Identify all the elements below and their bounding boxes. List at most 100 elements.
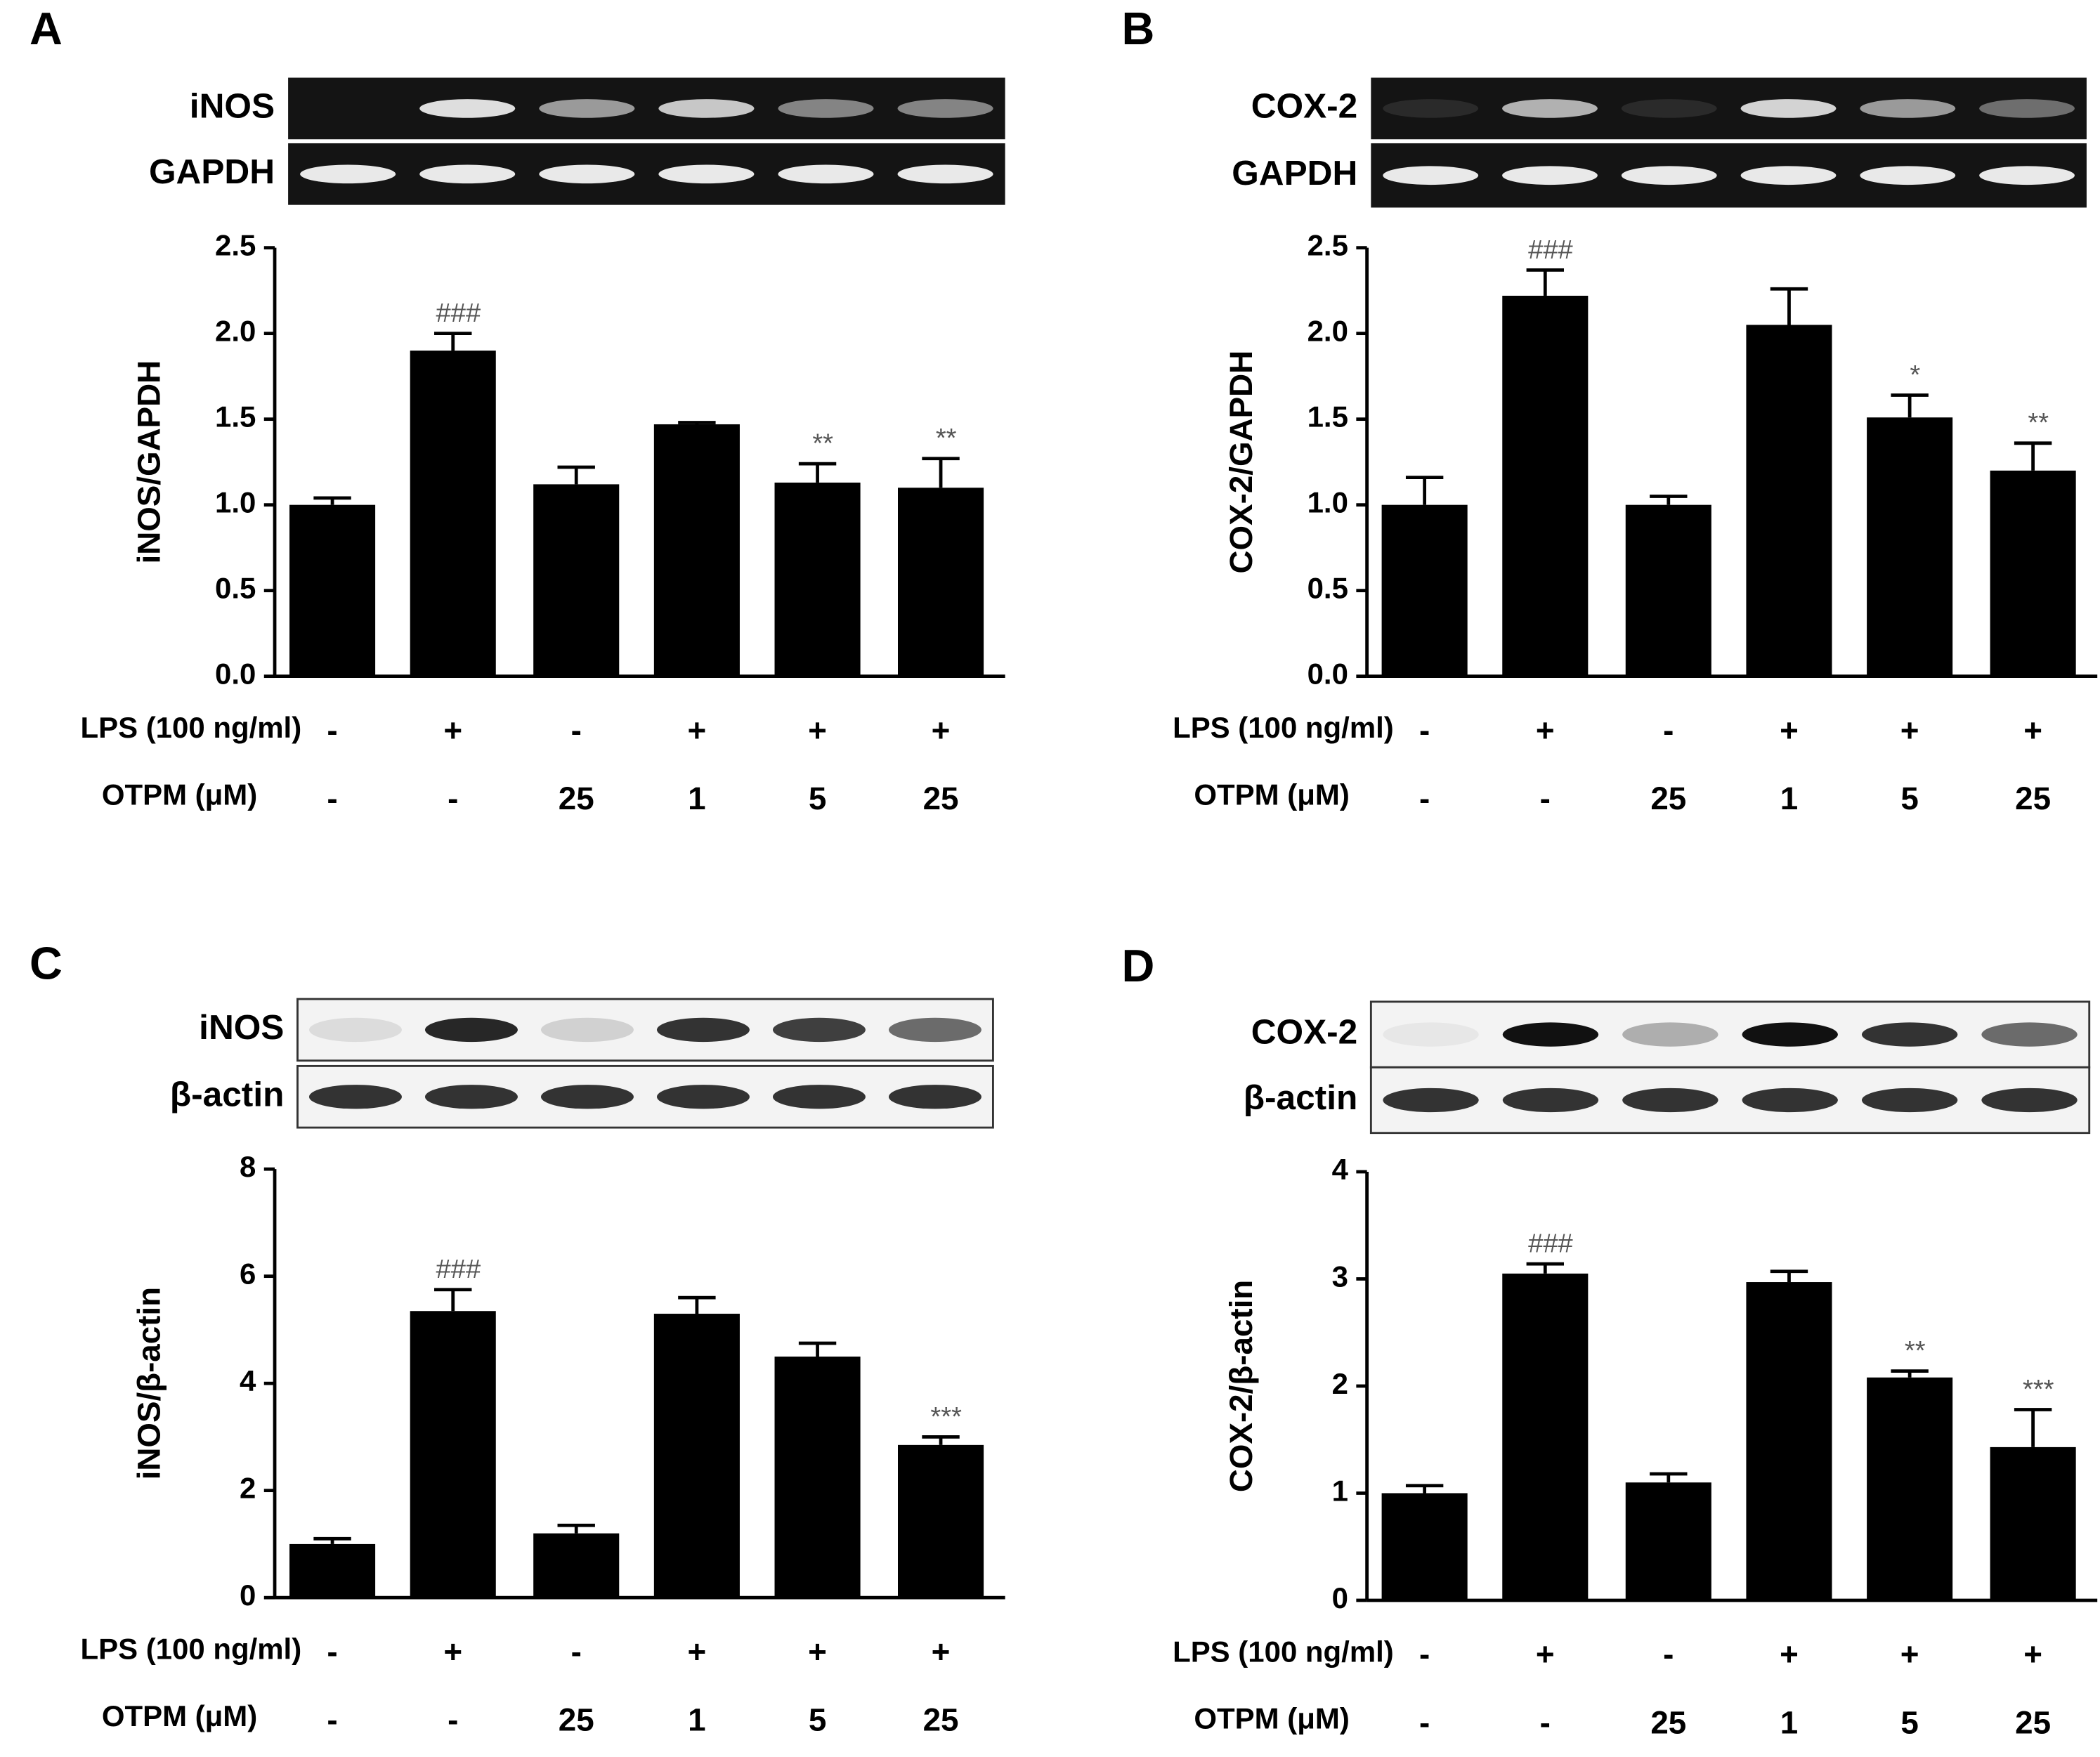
blot-band [419, 99, 516, 118]
significance-label: *** [2023, 1374, 2054, 1404]
bar [533, 484, 620, 677]
blot-band [1740, 166, 1837, 185]
panel-label: C [30, 937, 63, 988]
bar [1625, 1482, 1711, 1600]
otpm-label: 1 [688, 1702, 705, 1738]
blot-band [1621, 166, 1717, 185]
blot-band [658, 99, 755, 118]
y-tick-label: 0.0 [1307, 658, 1348, 691]
bar [653, 424, 740, 677]
otpm-label: 25 [923, 780, 959, 816]
blot [1369, 1000, 2091, 1069]
otpm-label: 1 [688, 780, 705, 816]
blot-band [778, 99, 874, 118]
blot-band [1981, 1022, 2078, 1047]
y-tick-label: 8 [240, 1150, 256, 1183]
significance-label: *** [930, 1402, 962, 1432]
blot-band [1622, 1022, 1719, 1047]
bar [774, 1357, 861, 1598]
blot-label: COX-2 [1251, 1012, 1358, 1052]
otpm-label: 25 [1650, 780, 1686, 816]
blot [1371, 143, 2087, 208]
blot-band [1502, 1087, 1599, 1113]
blot-band [540, 1017, 634, 1043]
lps-label: + [1780, 1636, 1799, 1672]
otpm-label: 25 [559, 780, 594, 816]
blot-band [1502, 166, 1598, 185]
bar [898, 488, 984, 677]
bar [289, 504, 376, 677]
y-tick-label: 1 [1332, 1475, 1348, 1508]
otpm-label: - [448, 1702, 458, 1738]
blot-band [1621, 99, 1717, 118]
y-tick-label: 3 [1332, 1260, 1348, 1293]
bar [533, 1533, 620, 1598]
otpm-label: 5 [1900, 1704, 1918, 1740]
y-tick-label: 4 [1332, 1153, 1349, 1186]
panel-label: B [1122, 3, 1155, 54]
lps-label: - [1663, 1636, 1674, 1672]
bar [1502, 295, 1589, 677]
lps-label: + [443, 1633, 462, 1669]
y-axis-label: COX-2/β-actin [1223, 1280, 1259, 1492]
row-label: LPS (100 ng/ml) [1173, 1635, 1394, 1668]
significance-label: ### [1528, 1229, 1573, 1259]
y-tick-label: 4 [240, 1364, 256, 1397]
blot-label: β-actin [170, 1074, 284, 1113]
blot [296, 1064, 994, 1129]
lps-label: + [688, 1633, 707, 1669]
y-tick-label: 1.5 [1307, 400, 1348, 433]
blot-band [1502, 99, 1598, 118]
otpm-label: - [1419, 780, 1430, 816]
blot [1369, 1066, 2091, 1135]
bar [1502, 1273, 1589, 1600]
lps-label: + [1536, 712, 1555, 748]
blot-band [1861, 1087, 1958, 1113]
blot-band [772, 1017, 866, 1043]
otpm-label: 25 [2015, 1704, 2051, 1740]
row-label: LPS (100 ng/ml) [80, 1632, 301, 1665]
blot-band [1622, 1087, 1719, 1113]
y-tick-label: 0.5 [1307, 572, 1348, 605]
y-tick-label: 2.5 [1307, 229, 1348, 262]
lps-label: + [2023, 1636, 2042, 1672]
otpm-label: 25 [2015, 780, 2051, 816]
lps-label: + [1780, 712, 1799, 748]
lps-label: + [1900, 1636, 1919, 1672]
lps-label: + [443, 712, 462, 748]
bar [774, 482, 861, 677]
bar [1381, 504, 1468, 677]
row-label: LPS (100 ng/ml) [80, 711, 301, 744]
blot-band [1383, 166, 1479, 185]
blot-band [1981, 1087, 2078, 1113]
y-tick-label: 2.5 [215, 229, 256, 262]
panel-label: A [30, 3, 63, 54]
lps-label: + [1900, 712, 1919, 748]
blot-band [656, 1017, 750, 1043]
significance-label: ** [812, 428, 833, 458]
panel-label: D [1122, 940, 1155, 991]
y-tick-label: 0 [240, 1579, 256, 1612]
otpm-label: - [448, 780, 458, 816]
otpm-label: - [1540, 780, 1551, 816]
blot-band [424, 1017, 518, 1043]
blot-band [1383, 1022, 1479, 1047]
blot-band [658, 164, 755, 184]
otpm-label: 25 [559, 1702, 594, 1738]
otpm-label: 1 [1780, 780, 1798, 816]
blot-band [1742, 1022, 1838, 1047]
lps-label: - [571, 712, 582, 748]
otpm-label: 25 [923, 1702, 959, 1738]
blot-band [419, 164, 516, 184]
blot-band [1979, 99, 2075, 118]
y-tick-label: 0.5 [215, 572, 256, 605]
lps-label: - [571, 1633, 582, 1669]
bar [289, 1543, 376, 1598]
lps-label: + [808, 712, 827, 748]
blot-band [539, 99, 635, 118]
lps-label: - [327, 712, 337, 748]
bar [410, 351, 496, 677]
row-label: LPS (100 ng/ml) [1173, 711, 1394, 744]
